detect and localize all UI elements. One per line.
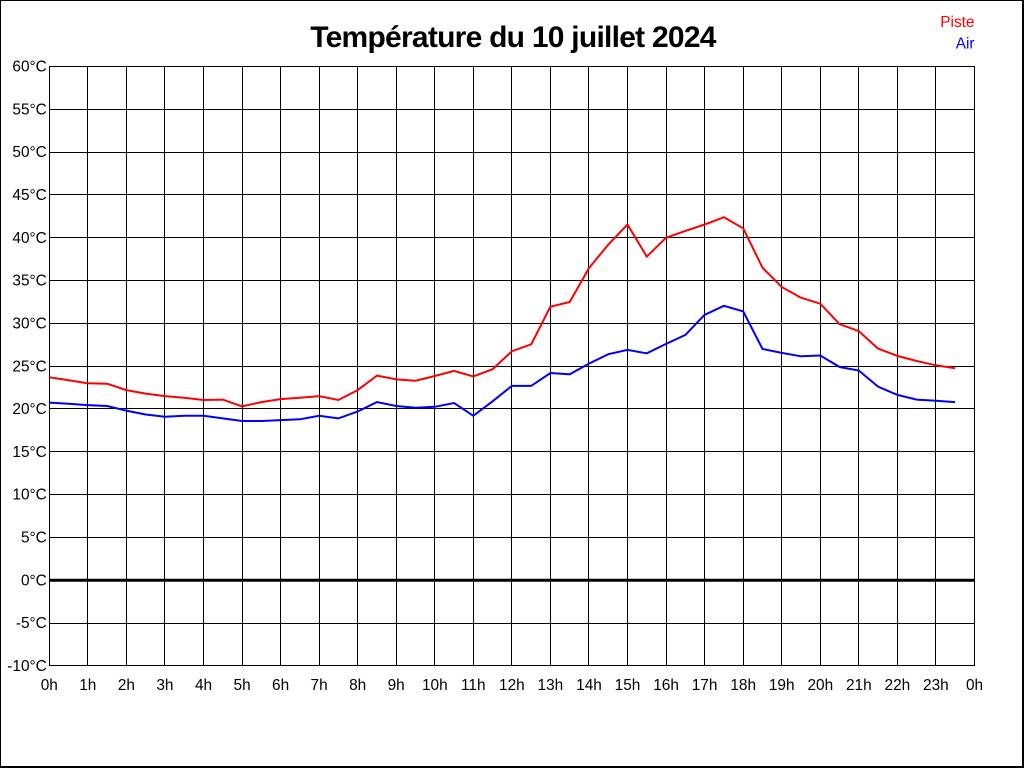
svg-text:0h: 0h: [966, 677, 983, 694]
svg-text:Piste: Piste: [940, 14, 974, 31]
svg-text:22h: 22h: [885, 677, 911, 694]
svg-text:25°C: 25°C: [12, 358, 46, 375]
svg-text:16h: 16h: [653, 677, 679, 694]
svg-text:12h: 12h: [499, 677, 525, 694]
svg-text:21h: 21h: [846, 677, 872, 694]
svg-text:30°C: 30°C: [12, 316, 46, 333]
svg-text:3h: 3h: [156, 677, 173, 694]
svg-text:45°C: 45°C: [12, 187, 46, 204]
svg-text:11h: 11h: [461, 677, 486, 694]
svg-text:14h: 14h: [576, 677, 602, 694]
svg-text:5h: 5h: [234, 677, 251, 694]
svg-text:Air: Air: [956, 36, 975, 53]
svg-text:35°C: 35°C: [12, 273, 46, 290]
svg-text:20°C: 20°C: [12, 401, 46, 418]
svg-text:40°C: 40°C: [12, 230, 46, 247]
svg-text:19h: 19h: [769, 677, 795, 694]
svg-text:55°C: 55°C: [12, 101, 46, 118]
svg-text:15h: 15h: [615, 677, 641, 694]
svg-text:13h: 13h: [538, 677, 564, 694]
svg-text:6h: 6h: [272, 677, 289, 694]
svg-text:0h: 0h: [41, 677, 58, 694]
svg-text:18h: 18h: [730, 677, 756, 694]
svg-text:10h: 10h: [422, 677, 448, 694]
svg-text:0°C: 0°C: [21, 572, 47, 589]
svg-text:15°C: 15°C: [12, 444, 46, 461]
svg-text:7h: 7h: [311, 677, 328, 694]
svg-text:50°C: 50°C: [12, 144, 46, 161]
svg-text:-5°C: -5°C: [16, 615, 47, 632]
svg-text:1h: 1h: [79, 677, 96, 694]
svg-text:5°C: 5°C: [21, 530, 47, 547]
svg-text:9h: 9h: [388, 677, 405, 694]
svg-text:10°C: 10°C: [12, 487, 46, 504]
svg-text:4h: 4h: [195, 677, 212, 694]
svg-text:23h: 23h: [923, 677, 949, 694]
svg-text:Température du 10 juillet 2024: Température du 10 juillet 2024: [310, 21, 717, 54]
svg-text:17h: 17h: [692, 677, 718, 694]
svg-text:2h: 2h: [118, 677, 135, 694]
svg-text:60°C: 60°C: [12, 59, 46, 76]
svg-text:8h: 8h: [349, 677, 366, 694]
svg-text:-10°C: -10°C: [7, 658, 47, 675]
svg-text:20h: 20h: [807, 677, 833, 694]
